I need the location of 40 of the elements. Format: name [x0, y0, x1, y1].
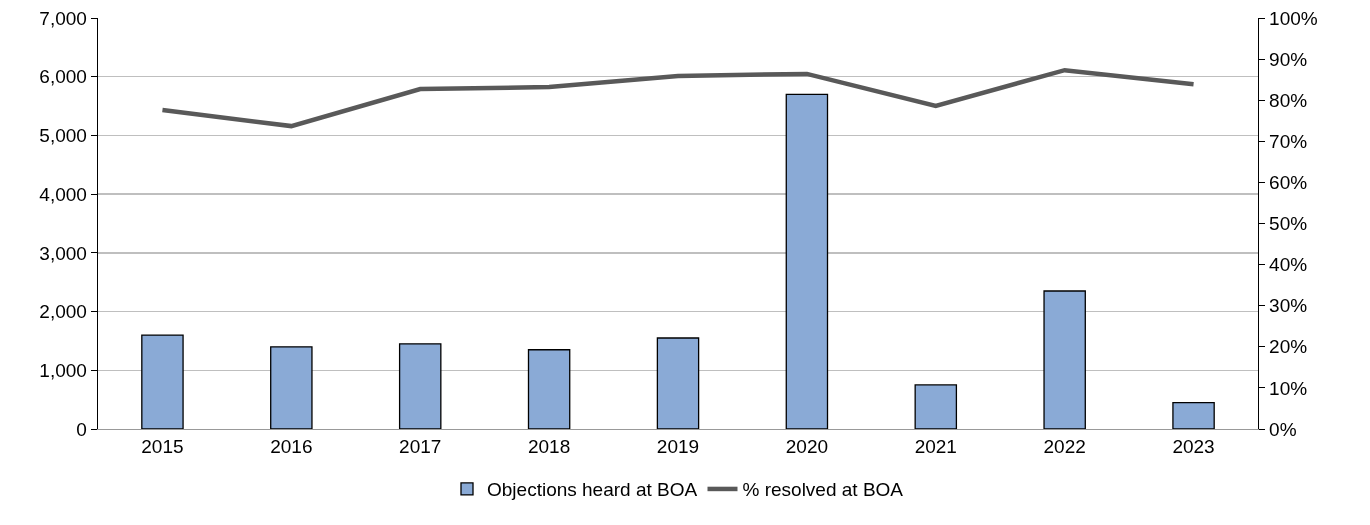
- y2-tick-label: 0%: [1269, 418, 1297, 440]
- y2-tick-label: 50%: [1269, 213, 1308, 235]
- y-tick-label: 5,000: [39, 125, 87, 147]
- y-tick-label: 6,000: [39, 66, 87, 88]
- bar: [1172, 401, 1215, 429]
- x-tick-label: 2023: [1172, 436, 1215, 458]
- legend-label: % resolved at BOA: [742, 479, 904, 501]
- y-tick-label: 1,000: [39, 359, 87, 381]
- x-tick-label: 2020: [785, 436, 829, 458]
- bar: [398, 343, 442, 429]
- y2-tick-label: 100%: [1269, 7, 1318, 29]
- y-tick-label: 0: [76, 418, 87, 440]
- x-tick-label: 2017: [399, 436, 442, 458]
- bar: [527, 349, 571, 429]
- y2-tick-label: 70%: [1269, 130, 1308, 152]
- y2-tick-label: 90%: [1269, 48, 1308, 70]
- bar: [1043, 290, 1086, 429]
- y2-tick-label: 60%: [1269, 172, 1308, 194]
- y2-tick-label: 30%: [1269, 295, 1308, 317]
- y-tick-label: 3,000: [39, 242, 87, 264]
- x-tick-label: 2019: [656, 436, 700, 458]
- legend-label: Objections heard at BOA: [487, 479, 698, 501]
- y-tick-label: 7,000: [39, 7, 87, 29]
- bar: [141, 334, 184, 429]
- x-tick-label: 2018: [527, 436, 571, 458]
- line-series: [160, 67, 1196, 129]
- bar: [656, 337, 700, 429]
- y-tick-label: 2,000: [39, 301, 87, 323]
- x-tick-label: 2021: [914, 436, 957, 458]
- y2-tick-label: 80%: [1269, 89, 1308, 111]
- y2-tick-label: 10%: [1269, 377, 1308, 399]
- bar: [785, 93, 829, 429]
- x-tick-label: 2016: [270, 436, 313, 458]
- bar: [914, 384, 958, 429]
- y2-tick-label: 20%: [1269, 336, 1308, 358]
- y-tick-label: 4,000: [39, 183, 87, 205]
- x-tick-label: 2022: [1043, 436, 1086, 458]
- bar: [270, 346, 313, 429]
- x-tick-label: 2015: [141, 436, 184, 458]
- y2-tick-label: 40%: [1269, 254, 1308, 276]
